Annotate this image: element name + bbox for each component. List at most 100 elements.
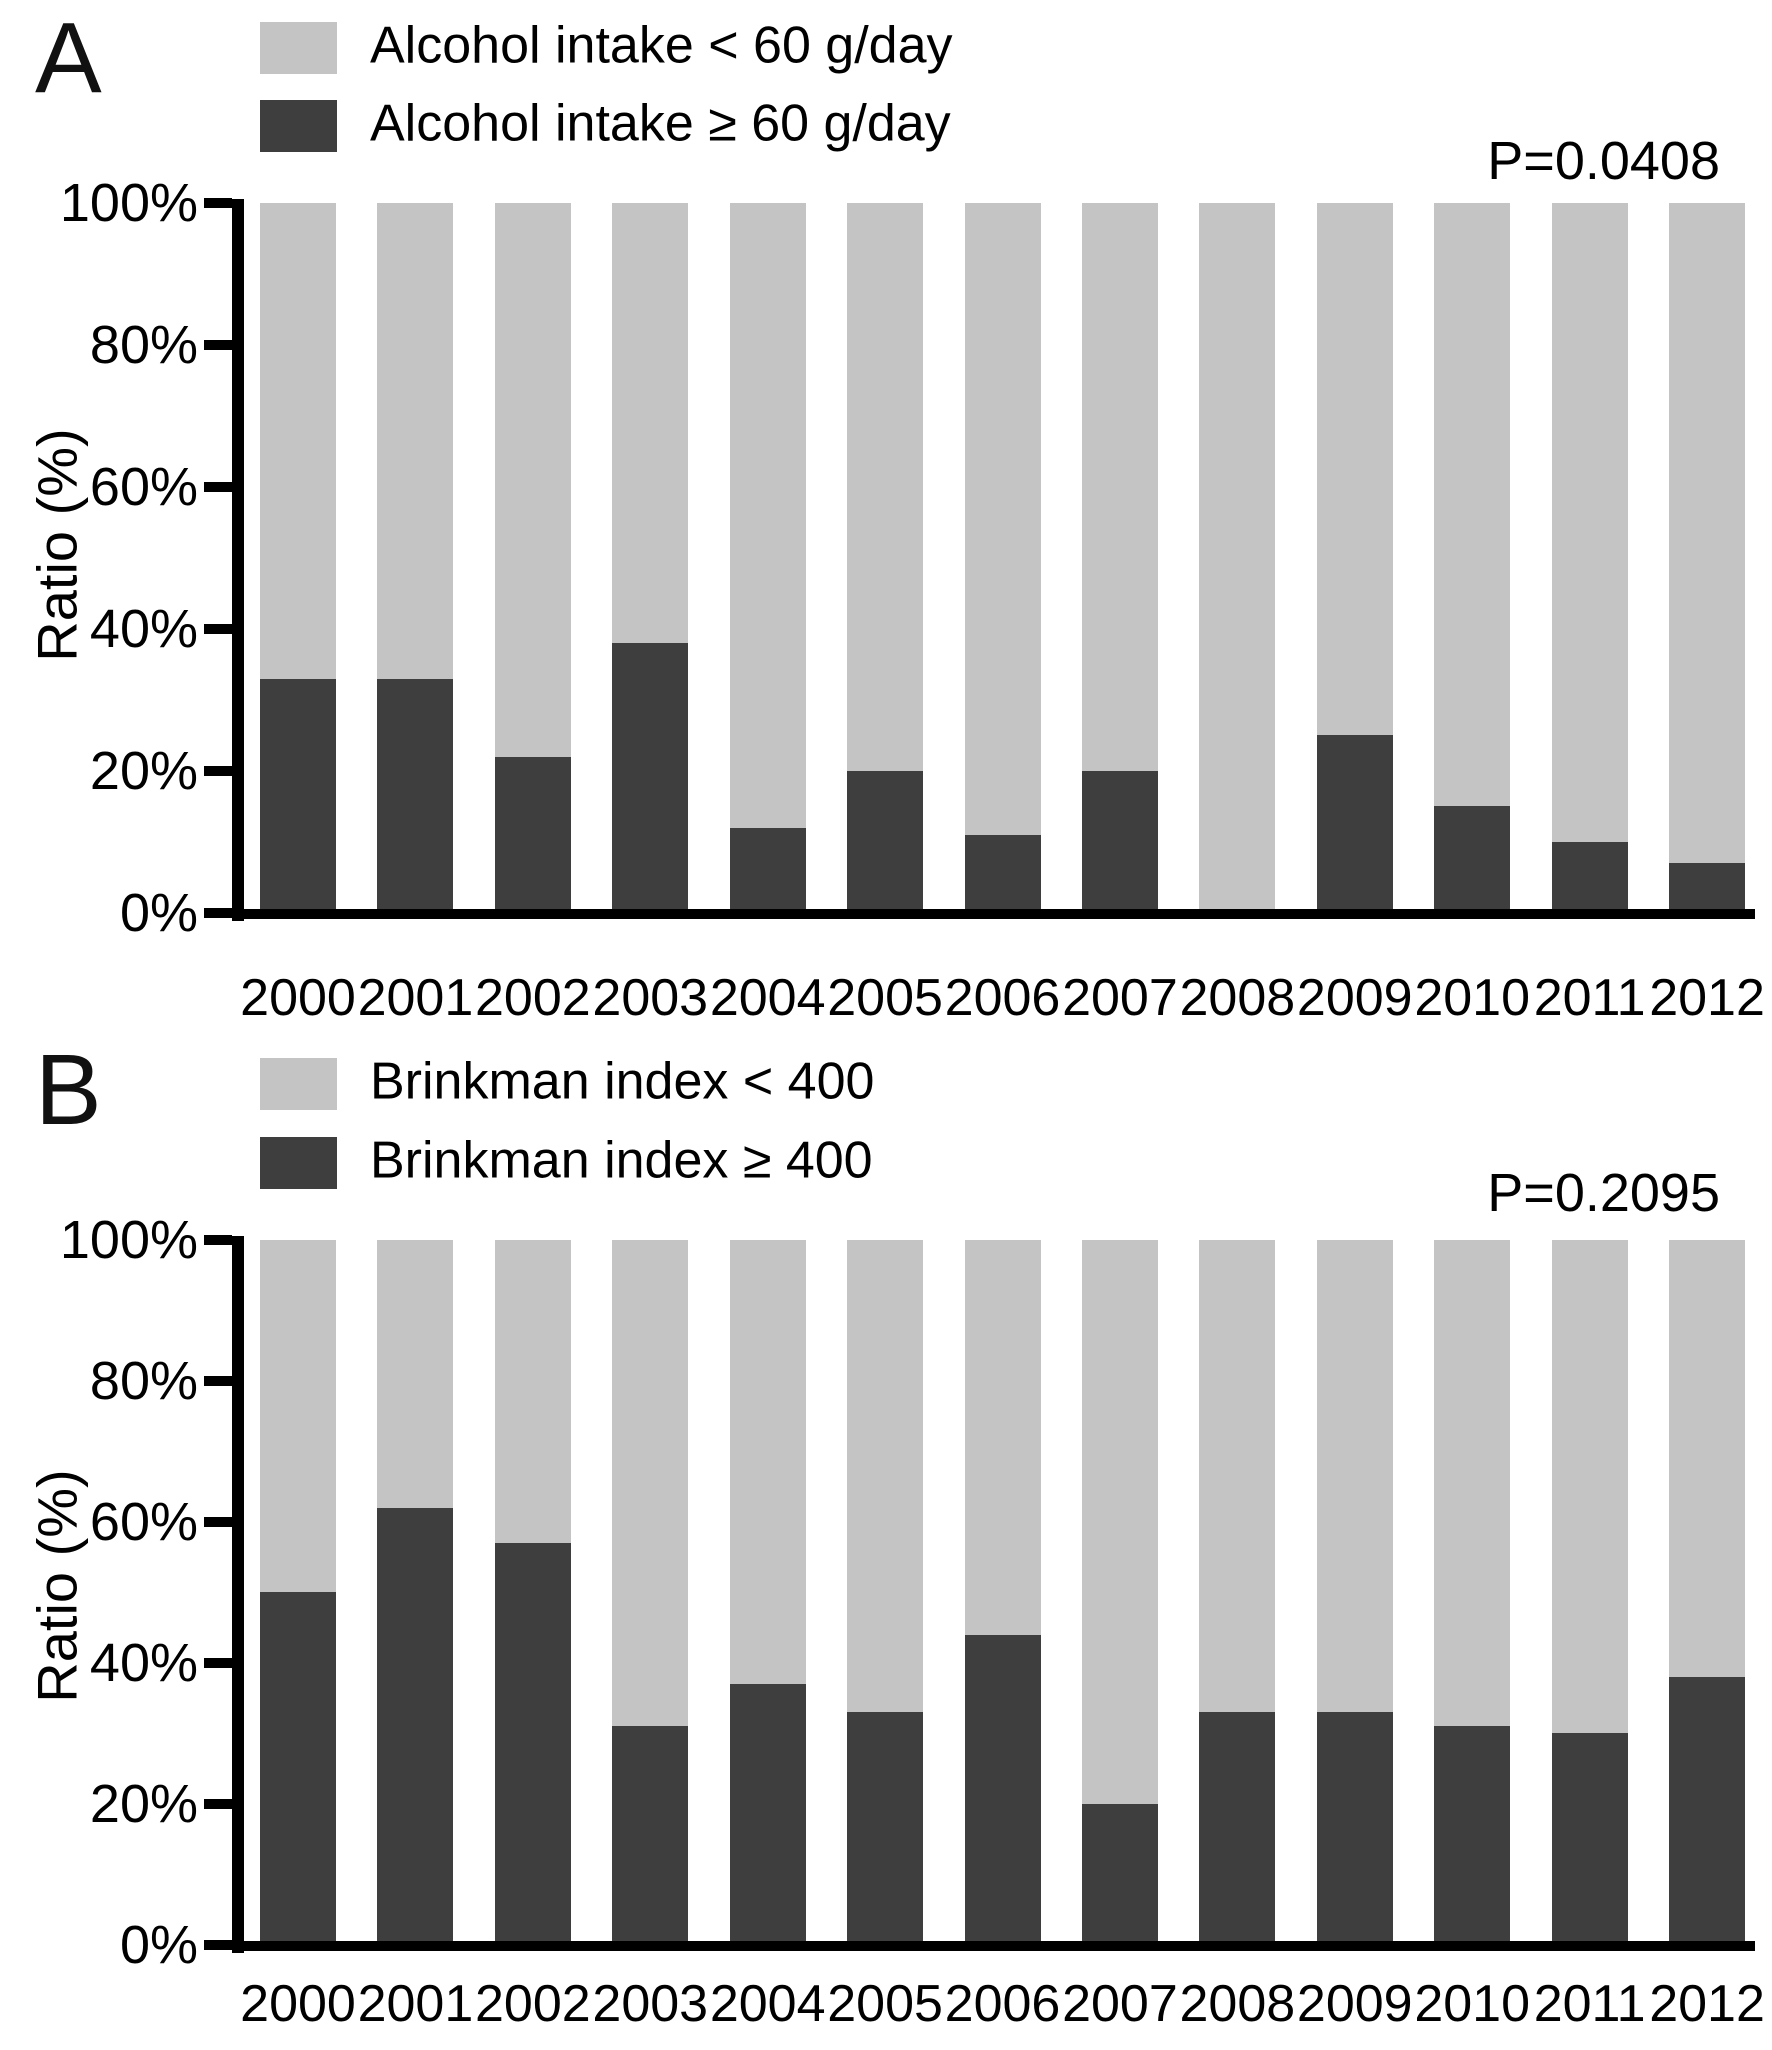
- bar-2006-dark-segment: [964, 1635, 1041, 1945]
- bar-2007-light-segment: [1081, 1240, 1158, 1804]
- y-tick-mark-100: [204, 198, 232, 208]
- bar-2001-dark-segment: [377, 679, 454, 913]
- x-axis-line: [232, 1941, 1755, 1951]
- bar-2002-dark-segment: [494, 757, 571, 913]
- bar-2008-light-segment: [1199, 203, 1276, 913]
- bar-2001-light-segment: [377, 1240, 454, 1508]
- x-label-2001: 2001: [357, 1975, 474, 2033]
- y-tick-label-100: 100%: [59, 1210, 198, 1270]
- bar-2011: [1551, 1240, 1628, 1945]
- light-series-swatch-icon: [260, 1058, 337, 1110]
- bar-2000-dark-segment: [260, 1592, 336, 1945]
- bar-2005-light-segment: [847, 1240, 924, 1712]
- panel-a-p-value: P=0.0408: [1487, 131, 1720, 191]
- bar-2008-dark-segment: [1199, 1712, 1276, 1945]
- bar-2008: [1199, 203, 1276, 913]
- bar-2006-light-segment: [964, 203, 1041, 835]
- bar-2006: [964, 203, 1041, 913]
- x-label-2011: 2011: [1533, 969, 1646, 1027]
- x-label-2010: 2010: [1414, 1975, 1531, 2033]
- bar-2002-dark-segment: [494, 1543, 571, 1945]
- y-tick-mark-20: [204, 1799, 232, 1809]
- legend-label-light: Brinkman index < 400: [370, 1052, 875, 1111]
- x-label-2005: 2005: [827, 1975, 943, 2033]
- bar-2006-light-segment: [964, 1240, 1041, 1635]
- bar-2002-light-segment: [494, 203, 571, 757]
- y-axis-line: [232, 1236, 244, 1953]
- x-label-2008: 2008: [1179, 1975, 1296, 2033]
- x-axis-line: [232, 909, 1755, 919]
- bar-2004-dark-segment: [729, 1684, 806, 1945]
- bar-2001-light-segment: [377, 203, 454, 679]
- bar-2010-dark-segment: [1434, 806, 1511, 913]
- bar-2007-dark-segment: [1081, 771, 1158, 913]
- x-label-2006: 2006: [944, 1975, 1061, 2033]
- bar-2007-light-segment: [1081, 203, 1158, 771]
- bar-2004-light-segment: [729, 203, 806, 828]
- x-label-2011: 2011: [1533, 1975, 1646, 2033]
- y-tick-label-40: 40%: [89, 1633, 198, 1693]
- bar-2009-dark-segment: [1316, 735, 1393, 913]
- x-label-2007: 2007: [1062, 1975, 1178, 2033]
- x-label-2008: 2008: [1179, 969, 1296, 1027]
- x-label-2012: 2012: [1649, 1975, 1765, 2033]
- bar-2001: [377, 203, 454, 913]
- bar-2003: [612, 1240, 689, 1945]
- legend-label-dark: Alcohol intake ≥ 60 g/day: [370, 94, 951, 153]
- x-label-2002: 2002: [474, 969, 591, 1027]
- legend-label-dark: Brinkman index ≥ 400: [370, 1131, 873, 1190]
- y-tick-mark-100: [204, 1235, 232, 1245]
- bar-2012-light-segment: [1669, 1240, 1746, 1677]
- bar-2009: [1316, 203, 1393, 913]
- bar-2001-dark-segment: [377, 1508, 454, 1945]
- bar-2012-dark-segment: [1669, 1677, 1746, 1945]
- bar-2000: [260, 203, 336, 913]
- bar-2011-dark-segment: [1551, 842, 1628, 913]
- x-label-2003: 2003: [592, 969, 709, 1027]
- bar-2000-light-segment: [260, 203, 336, 679]
- bar-2005-light-segment: [847, 203, 924, 771]
- x-label-2009: 2009: [1296, 1975, 1413, 2033]
- bar-2005-dark-segment: [847, 1712, 924, 1945]
- bar-2009: [1316, 1240, 1393, 1945]
- bar-2010-light-segment: [1434, 1240, 1511, 1726]
- y-tick-mark-60: [204, 1517, 232, 1527]
- y-tick-mark-0: [204, 1940, 232, 1950]
- y-tick-mark-60: [204, 482, 232, 492]
- y-tick-mark-40: [204, 624, 232, 634]
- x-label-2004: 2004: [709, 1975, 826, 2033]
- panel-b-letter: B: [35, 1034, 102, 1146]
- light-series-swatch-icon: [260, 22, 337, 74]
- y-tick-mark-40: [204, 1658, 232, 1668]
- y-tick-label-80: 80%: [89, 315, 198, 375]
- bar-2003-dark-segment: [612, 643, 689, 913]
- bar-2004-light-segment: [729, 1240, 806, 1684]
- y-tick-label-0: 0%: [119, 1915, 198, 1975]
- bar-2007: [1081, 203, 1158, 913]
- bar-2010-dark-segment: [1434, 1726, 1511, 1945]
- bar-2009-dark-segment: [1316, 1712, 1393, 1945]
- bar-2000-dark-segment: [260, 679, 336, 913]
- x-label-2006: 2006: [944, 969, 1061, 1027]
- y-tick-label-20: 20%: [89, 1774, 198, 1834]
- y-tick-label-40: 40%: [89, 599, 198, 659]
- bar-2002: [494, 203, 571, 913]
- bar-2008-light-segment: [1199, 1240, 1276, 1712]
- y-tick-label-60: 60%: [89, 1492, 198, 1552]
- bar-2005: [847, 1240, 924, 1945]
- y-tick-label-100: 100%: [59, 173, 198, 233]
- bar-2010: [1434, 1240, 1511, 1945]
- bar-2000-light-segment: [260, 1240, 336, 1592]
- bar-2005: [847, 203, 924, 913]
- bar-2012: [1669, 1240, 1746, 1945]
- x-label-2010: 2010: [1414, 969, 1531, 1027]
- y-tick-mark-20: [204, 766, 232, 776]
- x-label-2001: 2001: [357, 969, 474, 1027]
- bar-2006-dark-segment: [964, 835, 1041, 913]
- bar-2007: [1081, 1240, 1158, 1945]
- bar-2009-light-segment: [1316, 1240, 1393, 1712]
- x-label-2012: 2012: [1649, 969, 1765, 1027]
- bar-2009-light-segment: [1316, 203, 1393, 735]
- bar-2012-dark-segment: [1669, 863, 1746, 913]
